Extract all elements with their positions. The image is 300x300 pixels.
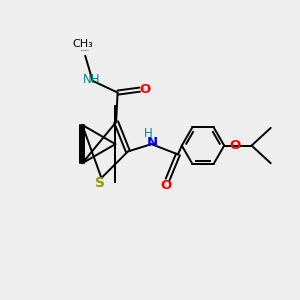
Text: H: H [144,127,153,140]
Text: S: S [95,176,105,190]
Text: CH₃: CH₃ [72,39,93,49]
Text: NH: NH [83,73,101,86]
Text: O: O [139,83,150,96]
Text: methyl: methyl [81,50,86,51]
Text: O: O [230,139,241,152]
Text: methyl: methyl [85,50,90,51]
Text: O: O [160,179,172,192]
Text: N: N [146,136,158,149]
